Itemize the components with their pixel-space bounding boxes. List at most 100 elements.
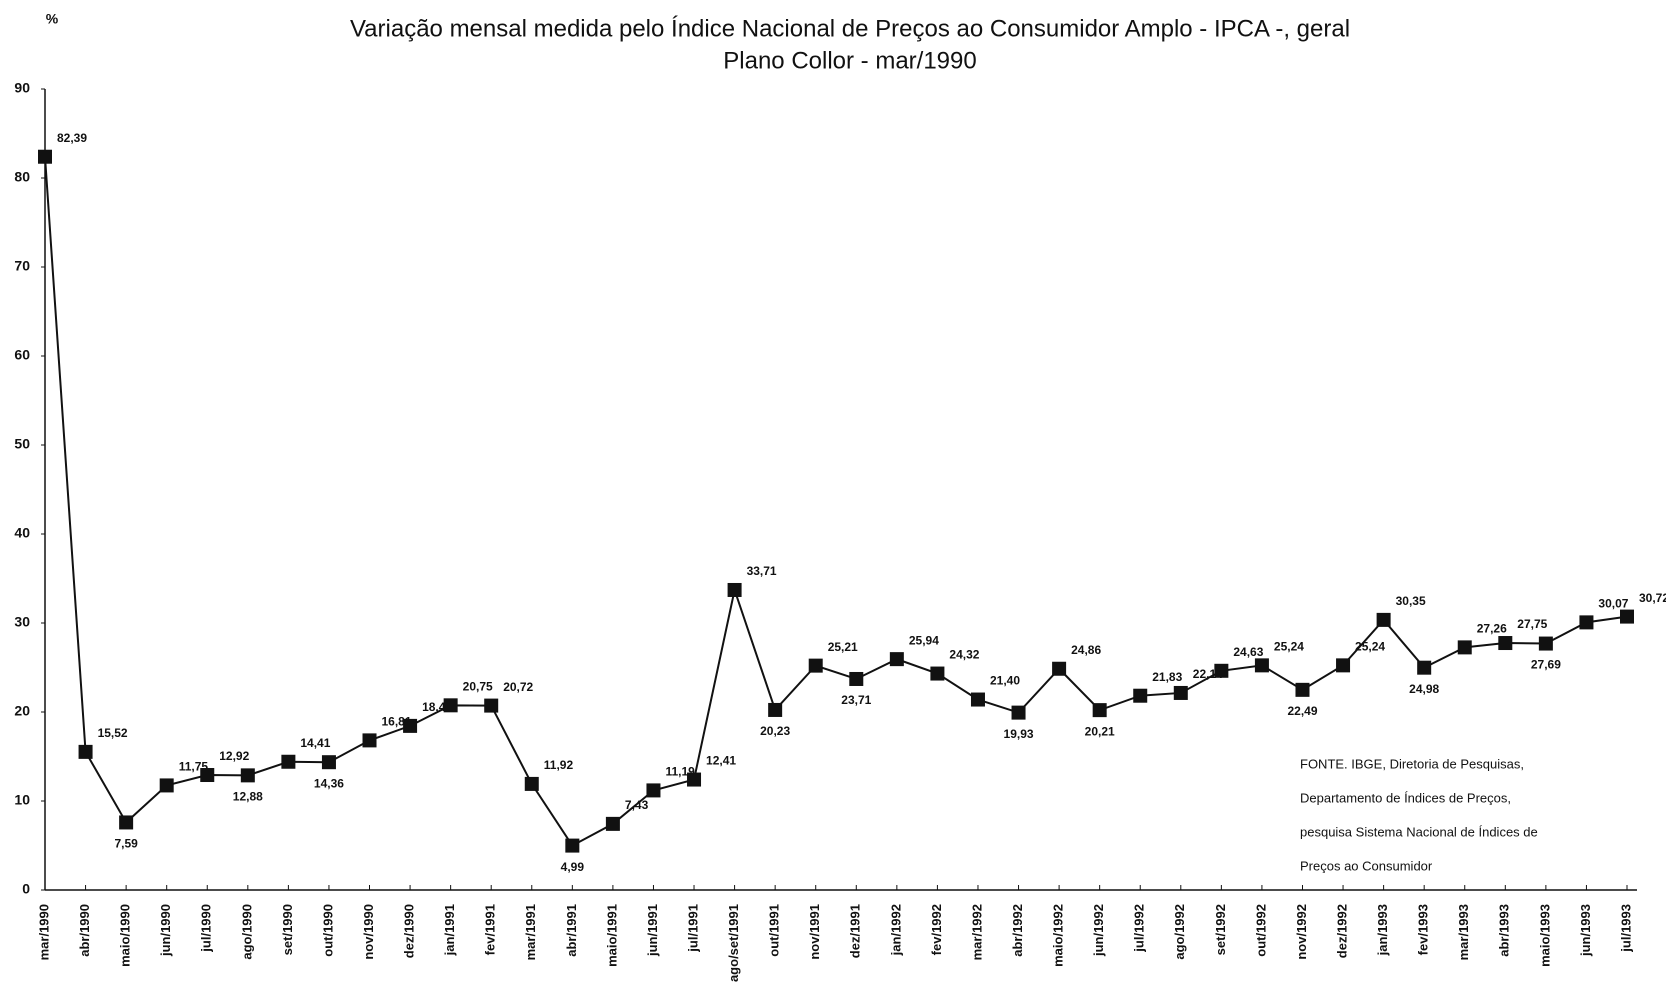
data-point [321, 755, 336, 770]
value-label: 4,99 [561, 860, 585, 874]
data-point [808, 658, 823, 673]
x-tick-label: abr/1991 [564, 904, 579, 957]
data-point [768, 702, 783, 717]
x-tick-label: dez/1990 [402, 904, 417, 958]
value-label: 24,98 [1409, 682, 1439, 696]
value-label: 24,32 [949, 648, 979, 662]
y-tick-label: 90 [14, 80, 30, 96]
value-label: 21,40 [990, 674, 1020, 688]
data-point [1133, 688, 1148, 703]
source-note: pesquisa Sistema Nacional de Índices de [1300, 824, 1538, 839]
x-tick-label: mar/1991 [523, 904, 538, 960]
value-label: 15,52 [98, 726, 128, 740]
x-tick-label: jul/1993 [1618, 904, 1633, 953]
data-point [159, 778, 174, 793]
x-tick-label: mar/1990 [36, 904, 51, 960]
x-tick-label: jul/1991 [685, 904, 700, 953]
data-point [1417, 660, 1432, 675]
chart-title: Variação mensal medida pelo Índice Nacio… [350, 15, 1350, 42]
x-tick-label: fev/1993 [1416, 904, 1431, 955]
value-label: 11,92 [544, 758, 574, 772]
value-label: 25,94 [909, 633, 939, 647]
x-tick-label: mar/1992 [969, 904, 984, 960]
data-point [443, 698, 458, 713]
data-point [1052, 661, 1067, 676]
data-point [646, 783, 661, 798]
x-tick-label: abr/1992 [1010, 904, 1025, 957]
x-tick-label: nov/1992 [1294, 904, 1309, 960]
x-tick-label: abr/1993 [1497, 904, 1512, 957]
data-point [1579, 615, 1594, 630]
y-tick-label: 40 [14, 525, 30, 541]
value-label: 12,41 [706, 754, 736, 768]
y-tick-label: 80 [14, 169, 30, 185]
data-point [1498, 636, 1513, 651]
value-label: 25,24 [1274, 640, 1304, 654]
value-label: 21,83 [1152, 670, 1182, 684]
x-tick-label: ago/1990 [239, 904, 254, 960]
value-label: 30,07 [1598, 597, 1628, 611]
data-point [38, 149, 52, 164]
x-tick-label: set/1990 [280, 904, 295, 955]
x-tick-label: maio/1990 [118, 904, 133, 967]
x-tick-label: ago/1992 [1172, 904, 1187, 960]
y-tick-label: 30 [14, 614, 30, 630]
data-point [727, 582, 742, 597]
source-note: Preços ao Consumidor [1300, 858, 1433, 873]
data-point [1538, 636, 1553, 651]
data-point [889, 652, 904, 667]
data-point [1011, 705, 1026, 720]
data-point [930, 666, 945, 681]
data-point [849, 671, 864, 686]
x-tick-label: dez/1992 [1334, 904, 1349, 958]
y-axis-label: % [46, 11, 59, 27]
x-tick-label: nov/1991 [807, 904, 822, 960]
x-tick-label: ago/set/1991 [726, 904, 741, 982]
value-label: 14,41 [300, 736, 330, 750]
data-point [1376, 612, 1391, 627]
x-tick-label: nov/1990 [361, 904, 376, 960]
x-tick-label: jan/1993 [1375, 904, 1390, 956]
value-label: 25,24 [1355, 640, 1385, 654]
source-note: FONTE. IBGE, Diretoria de Pesquisas, [1300, 756, 1524, 771]
x-tick-label: abr/1990 [77, 904, 92, 957]
data-point [1214, 663, 1229, 678]
x-tick-label: jan/1992 [888, 904, 903, 956]
data-point [565, 838, 580, 853]
x-tick-label: dez/1991 [848, 904, 863, 958]
data-point [1336, 658, 1351, 673]
data-point [605, 816, 620, 831]
x-tick-label: jul/1992 [1132, 904, 1147, 953]
value-label: 20,21 [1085, 724, 1115, 738]
value-label: 27,75 [1517, 617, 1547, 631]
value-label: 19,93 [1004, 727, 1034, 741]
data-line [44, 156, 1628, 847]
x-tick-label: jun/1991 [645, 904, 660, 957]
value-label: 27,69 [1531, 658, 1561, 672]
data-point [1173, 685, 1188, 700]
data-point [524, 776, 539, 791]
value-label: 12,88 [233, 790, 263, 804]
x-tick-label: jun/1993 [1578, 904, 1593, 957]
value-label: 20,72 [503, 680, 533, 694]
value-label: 25,21 [828, 640, 858, 654]
x-tick-label: mar/1993 [1456, 904, 1471, 960]
y-tick-label: 70 [14, 258, 30, 274]
data-point [403, 718, 418, 733]
value-label: 24,86 [1071, 643, 1101, 657]
x-tick-label: out/1990 [320, 904, 335, 957]
data-point [362, 733, 377, 748]
value-label: 24,63 [1233, 645, 1263, 659]
value-label: 27,26 [1477, 622, 1507, 636]
value-label: 22,49 [1287, 704, 1317, 718]
value-label: 20,75 [463, 679, 493, 693]
data-point [119, 815, 134, 830]
data-point [484, 698, 499, 713]
x-tick-label: jul/1990 [199, 904, 214, 953]
value-label: 30,72 [1639, 591, 1666, 605]
y-tick-label: 0 [22, 881, 30, 897]
x-tick-label: out/1991 [767, 904, 782, 957]
data-point [200, 768, 215, 783]
chart-subtitle: Plano Collor - mar/1990 [723, 47, 976, 74]
